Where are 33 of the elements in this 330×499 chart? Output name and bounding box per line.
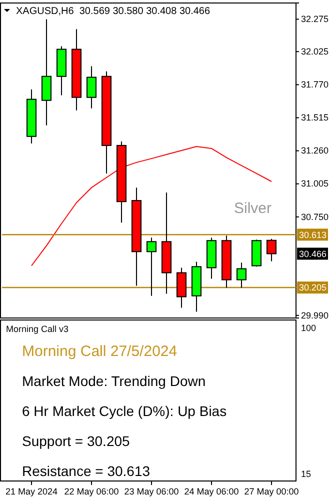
text: 100 bbox=[301, 323, 316, 334]
chart-title: XAGUSD,H6 30.569 30.580 30.408 30.466 bbox=[16, 6, 210, 17]
y-tick-label: 30.750 bbox=[301, 212, 329, 222]
candlestick bbox=[86, 66, 96, 109]
y-tick-label: 31.515 bbox=[301, 112, 329, 123]
text: 15 bbox=[301, 469, 312, 480]
candlestick bbox=[42, 18, 52, 126]
candlestick bbox=[266, 238, 276, 262]
y-tick-label: 32.275 bbox=[301, 14, 329, 24]
category-label: 23 May 06:00 bbox=[124, 486, 179, 496]
text: Morning Call 27/5/2024 bbox=[22, 343, 178, 360]
annotation: Silver bbox=[234, 200, 272, 217]
category-label: 24 May 06:00 bbox=[184, 486, 239, 496]
category-label: 21 May 2024 bbox=[5, 486, 58, 496]
text: 30.466 bbox=[299, 248, 327, 259]
category-label: 27 May 00:00 bbox=[244, 486, 299, 496]
y-tick-label: 31.770 bbox=[301, 80, 329, 90]
text: 6 Hr Market Cycle (D%): Up Bias bbox=[22, 403, 227, 419]
text: Support = 30.205 bbox=[22, 433, 130, 449]
y-tick-label: 32.025 bbox=[301, 46, 329, 56]
y-tick-label: 29.990 bbox=[301, 310, 329, 320]
candlestick bbox=[176, 267, 186, 308]
text: Morning Call v3 bbox=[6, 324, 69, 334]
category-label: 22 May 06:00 bbox=[64, 486, 119, 496]
y-tick-label: 31.260 bbox=[301, 146, 329, 156]
ref-line-label: 30.613 bbox=[299, 230, 327, 240]
y-tick-label: 31.005 bbox=[301, 178, 329, 189]
line-series bbox=[31, 146, 272, 266]
candlestick bbox=[236, 262, 246, 288]
text: Resistance = 30.613 bbox=[22, 463, 150, 479]
candlestick bbox=[146, 237, 156, 296]
ref-line-label: 30.205 bbox=[299, 282, 327, 293]
text: Market Mode: Trending Down bbox=[22, 373, 206, 389]
